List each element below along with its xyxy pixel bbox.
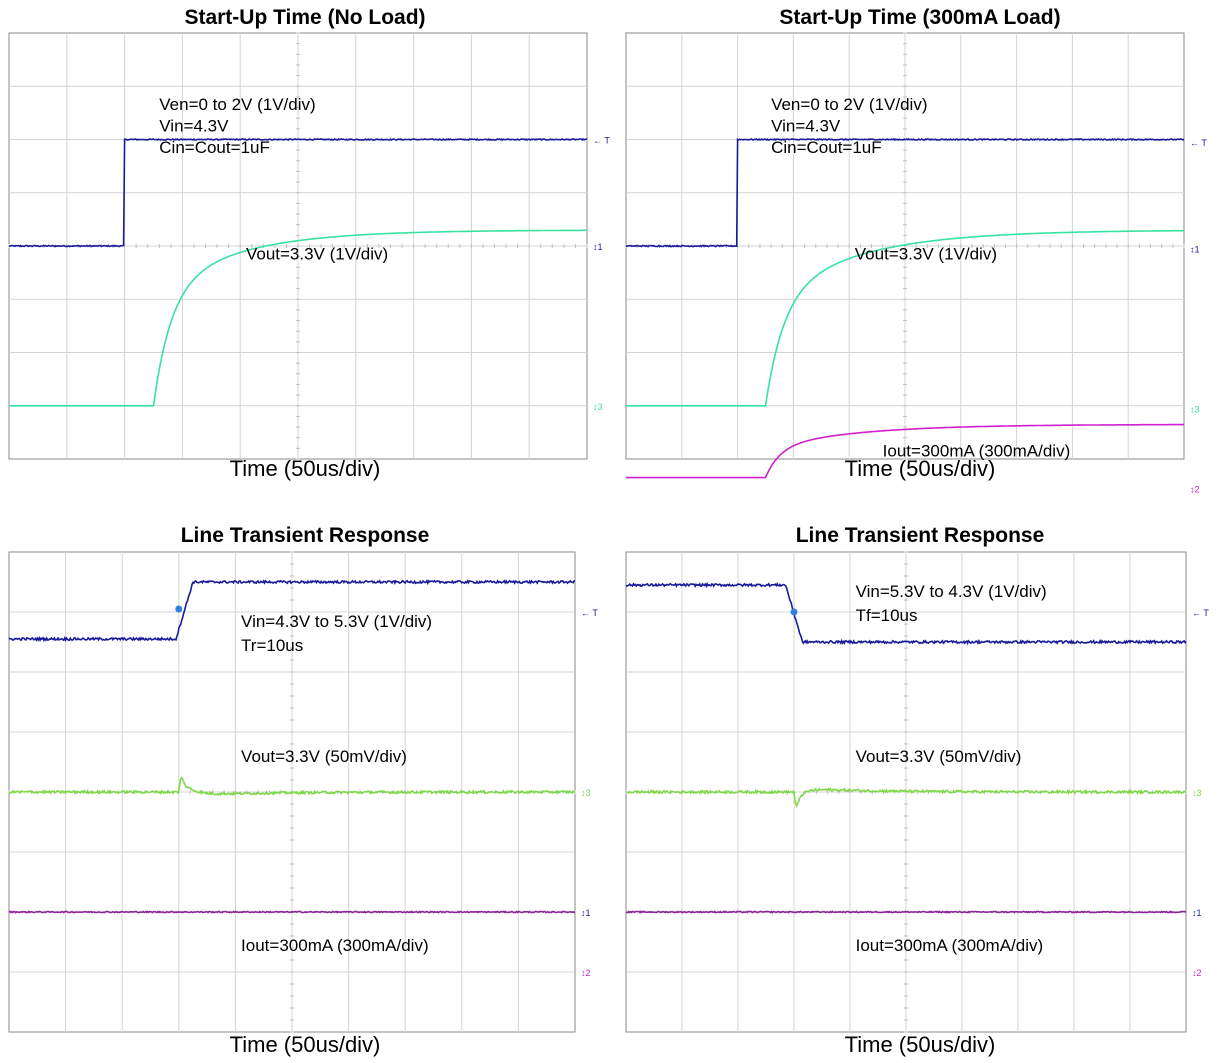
channel-marker: ↕1 <box>1192 908 1202 918</box>
trace-0 <box>8 579 576 643</box>
channel-marker: ← T <box>1190 138 1207 148</box>
annotation: Tr=10us <box>241 636 303 655</box>
annotation: Vin=4.3V <box>771 117 841 136</box>
scope-plot: ← T ↕3 ↕1 ↕2 Vin=5.3V to 4.3V (1V/div) Tf=10u… <box>625 551 1209 1033</box>
channel-marker: ← T <box>1192 608 1209 618</box>
channel-marker: ↕2 <box>1192 968 1202 978</box>
channel-marker: ↕2 <box>1190 484 1200 494</box>
trace-0 <box>625 137 1185 248</box>
annotation: Vin=5.3V to 4.3V (1V/div) <box>856 582 1047 601</box>
trace-2 <box>8 910 576 914</box>
annotation: Vin=4.3V <box>159 117 229 136</box>
channel-marker: ↕1 <box>581 908 591 918</box>
chart-panel-startup-noload: Start-Up Time (No Load) ← T ↕1 ↕3 Ven=0 to … <box>0 0 610 490</box>
chart-panel-line-transient-fall: Line Transient Response ← T ↕3 ↕1 ↕2 Vin=5.3… <box>615 518 1225 1063</box>
x-axis-label: Time (50us/div) <box>229 1032 381 1057</box>
annotation: Vin=4.3V to 5.3V (1V/div) <box>241 612 432 631</box>
chart-title: Line Transient Response <box>795 524 1045 547</box>
trace-1 <box>9 229 587 407</box>
channel-marker: ↕3 <box>593 402 603 412</box>
scope-plot: ← T ↕3 ↕1 ↕2 Vin=4.3V to 5.3V (1V/div) Tr=10u… <box>8 551 598 1033</box>
chart-panel-startup-300ma: Start-Up Time (300mA Load) ← T ↕1 ↕3 ↕2 Ven=… <box>615 0 1225 494</box>
x-axis-label: Time (50us/div) <box>229 456 381 481</box>
channel-marker: ↕3 <box>581 788 591 798</box>
channel-marker: ↕2 <box>581 968 591 978</box>
scope-plot: ← T ↕1 ↕3 Ven=0 to 2V (1V/div) Vin=4.3V Cin=C… <box>8 32 610 460</box>
chart-title: Start-Up Time (300mA Load) <box>779 6 1061 29</box>
annotation: Cin=Cout=1uF <box>771 138 882 157</box>
trigger-point-marker <box>790 608 798 616</box>
x-axis-label: Time (50us/div) <box>844 456 996 481</box>
x-axis-label: Time (50us/div) <box>844 1032 996 1057</box>
annotation: Tf=10us <box>856 606 918 625</box>
channel-marker: ↕1 <box>1190 245 1200 255</box>
trace-2 <box>625 910 1187 914</box>
channel-marker: ↕3 <box>1192 788 1202 798</box>
annotation: Vout=3.3V (50mV/div) <box>856 747 1022 766</box>
annotation: Ven=0 to 2V (1V/div) <box>771 95 927 114</box>
annotation: Iout=300mA (300mA/div) <box>883 441 1071 460</box>
trace-2 <box>626 423 1184 479</box>
annotation: Ven=0 to 2V (1V/div) <box>159 95 315 114</box>
channel-marker: ← T <box>581 608 598 618</box>
chart-title: Start-Up Time (No Load) <box>184 6 426 29</box>
trace-0 <box>625 581 1187 646</box>
annotation: Vout=3.3V (50mV/div) <box>241 747 407 766</box>
chart-title: Line Transient Response <box>180 524 430 547</box>
annotation: Iout=300mA (300mA/div) <box>856 936 1044 955</box>
trigger-point-marker <box>175 605 183 613</box>
channel-marker: ↕3 <box>1190 404 1200 414</box>
chart-panel-line-transient-rise: Line Transient Response ← T ↕3 ↕1 ↕2 Vin=4.3… <box>0 518 610 1063</box>
annotation: Iout=300mA (300mA/div) <box>241 936 429 955</box>
trace-0 <box>8 137 588 248</box>
trace-1 <box>626 229 1184 407</box>
trace-1 <box>625 787 1187 808</box>
annotation: Vout=3.3V (1V/div) <box>246 244 388 263</box>
channel-marker: ← T <box>593 136 610 146</box>
annotation: Vout=3.3V (1V/div) <box>855 244 997 263</box>
trace-1 <box>8 776 576 797</box>
channel-marker: ↕1 <box>593 242 603 252</box>
scope-plot: ← T ↕1 ↕3 ↕2 Ven=0 to 2V (1V/div) Vin=4.3V Cin… <box>625 32 1207 494</box>
annotation: Cin=Cout=1uF <box>159 138 270 157</box>
